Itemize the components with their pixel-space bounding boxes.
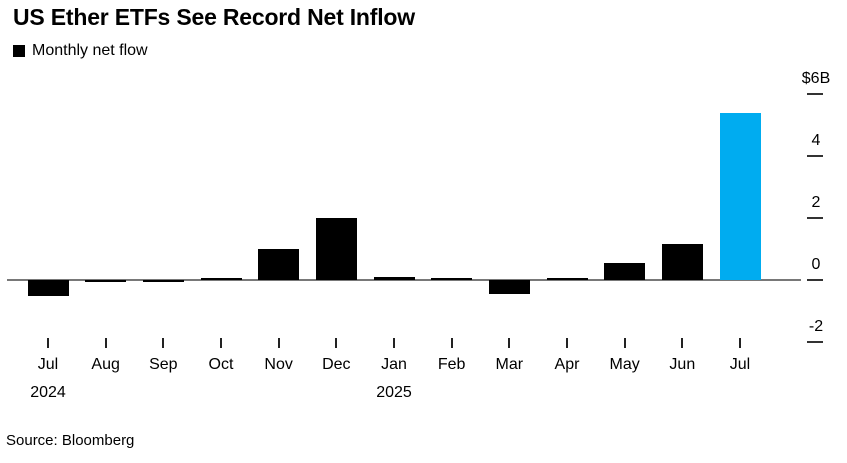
month-tick	[162, 338, 165, 348]
bar-jun-11	[661, 244, 703, 280]
month-label-apr-9: Apr	[554, 356, 580, 373]
month-label-feb-7: Feb	[437, 356, 466, 373]
month-label-mar-8: Mar	[495, 356, 524, 373]
month-tick	[681, 338, 684, 348]
month-label-jul-0: Jul	[37, 356, 59, 373]
month-label-dec-5: Dec	[322, 356, 351, 373]
month-label-nov-4: Nov	[264, 356, 293, 373]
y-tick-label: 0	[811, 256, 821, 273]
legend-label: Monthly net flow	[32, 42, 148, 59]
month-tick	[220, 338, 222, 348]
month-tick	[47, 338, 49, 348]
bar-apr-9	[546, 277, 588, 280]
month-tick	[393, 338, 395, 348]
legend: Monthly net flow	[13, 42, 148, 59]
month-label-jun-11: Jun	[669, 356, 696, 373]
month-tick	[335, 338, 338, 348]
month-tick	[450, 338, 453, 348]
month-label-jul-12: Jul	[729, 356, 751, 373]
y-tick-label: $6B	[801, 70, 831, 87]
y-tick-label: 4	[811, 132, 821, 149]
month-tick	[277, 338, 280, 348]
bar-mar-8	[488, 280, 530, 294]
bar-feb-7	[431, 277, 473, 280]
bar-nov-4	[258, 249, 300, 280]
y-tick-dash	[807, 155, 823, 157]
y-tick-dash	[807, 279, 823, 281]
source-label: Source: Bloomberg	[6, 432, 135, 449]
month-label-oct-3: Oct	[208, 356, 234, 373]
legend-swatch-icon	[13, 45, 25, 57]
month-label-aug-1: Aug	[91, 356, 120, 373]
y-tick-dash	[807, 341, 823, 343]
month-tick	[623, 338, 626, 348]
bar-dec-5	[315, 218, 357, 280]
bar-oct-3	[200, 277, 242, 280]
month-label-may-10: May	[609, 356, 640, 373]
bar-aug-1	[85, 280, 127, 282]
month-tick	[739, 338, 741, 348]
bar-jul-12	[719, 112, 761, 280]
bar-may-10	[604, 262, 646, 280]
y-tick-dash	[807, 93, 823, 95]
month-label-jan-6: Jan	[381, 356, 407, 373]
year-label-2024: 2024	[30, 384, 66, 401]
x-axis-zero-line	[7, 279, 801, 281]
y-tick-label: 2	[811, 194, 821, 211]
bar-sep-2	[142, 280, 184, 282]
month-tick	[508, 338, 511, 348]
month-tick	[104, 338, 107, 348]
bar-jan-6	[373, 276, 415, 280]
y-tick-label: -2	[808, 318, 824, 335]
month-tick	[566, 338, 568, 348]
chart-title: US Ether ETFs See Record Net Inflow	[13, 4, 415, 30]
bar-jul-0	[27, 280, 69, 296]
year-label-2025: 2025	[376, 384, 412, 401]
y-tick-dash	[807, 217, 823, 219]
month-label-sep-2: Sep	[149, 356, 178, 373]
